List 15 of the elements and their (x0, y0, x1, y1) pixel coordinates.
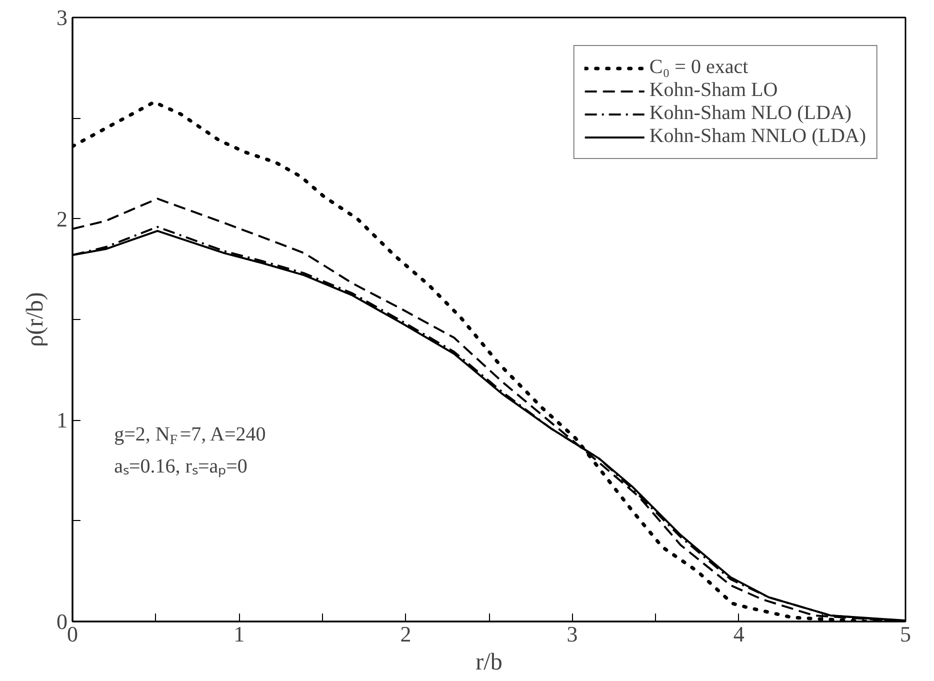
legend-label: Kohn-Sham NNLO (LDA) (649, 125, 866, 148)
legend-label: Kohn-Sham LO (649, 79, 778, 102)
annotation: aₛ=0.16, rₛ=aₚ=0 (114, 455, 248, 478)
legend-label: Kohn-Sham NLO (LDA) (649, 102, 852, 125)
y-tick-label: 3 (56, 5, 68, 30)
x-tick-label: 3 (566, 622, 578, 646)
y-axis-title: ρ(r/b) (22, 292, 48, 347)
x-tick-label: 1 (234, 622, 245, 646)
y-tick-label: 1 (56, 408, 68, 433)
legend-label: C₀ = 0 exact (649, 56, 748, 79)
y-tick-label: 2 (56, 206, 68, 232)
x-tick-label: 5 (900, 622, 911, 646)
x-tick-label: 4 (733, 622, 744, 646)
x-tick-label: 2 (400, 622, 412, 646)
x-axis-title: r/b (476, 650, 502, 676)
